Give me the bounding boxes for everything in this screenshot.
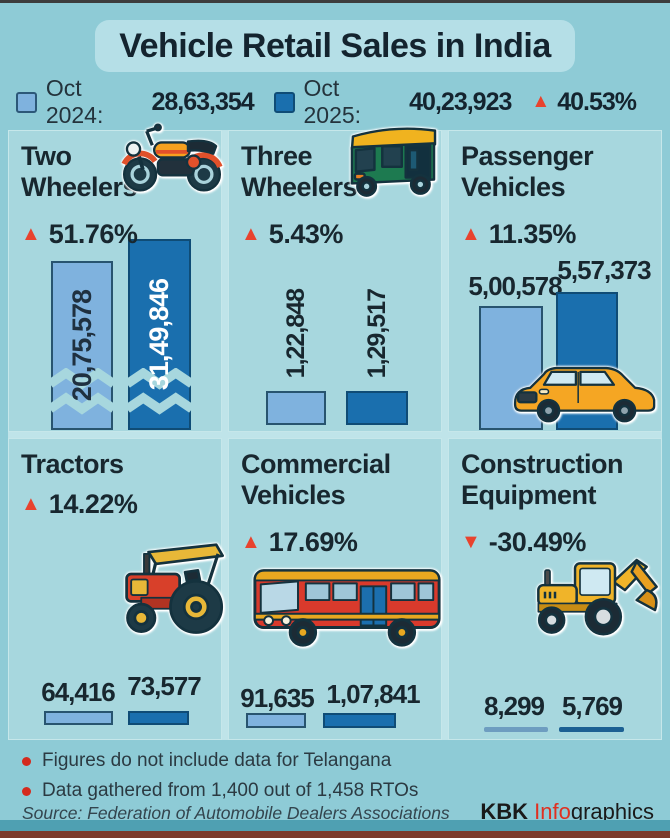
motorcycle-icon	[111, 117, 233, 197]
auto-rickshaw-icon	[339, 115, 447, 201]
page-title: Vehicle Retail Sales in India	[119, 26, 551, 65]
bar-value-oct-2024: 8,299	[483, 691, 545, 721]
bar-oct-2024	[484, 727, 548, 732]
bar-oct-2024: 20,75,578	[50, 261, 114, 430]
bus-icon	[249, 551, 445, 667]
axis-break-icon	[50, 368, 114, 415]
panel-title: Tractors	[21, 449, 124, 479]
change-badge: ▼ -30.49%	[461, 527, 586, 558]
bar-oct-2024	[266, 391, 326, 425]
bar-value-oct-2024: 64,416	[41, 677, 116, 707]
up-triangle-icon: ▲	[461, 223, 481, 245]
bar-value-oct-2025: 5,769	[561, 691, 623, 721]
legend-value-oct-2024: 28,63,354	[151, 87, 254, 116]
bar-oct-2024	[44, 711, 113, 725]
source-row: Source: Federation of Automobile Dealers…	[22, 799, 654, 825]
bar-oct-2025	[559, 727, 624, 732]
bar-value-oct-2025: 73,577	[127, 671, 202, 701]
bar-value-oct-2025: 1,29,517	[362, 288, 391, 379]
tractor-icon	[101, 535, 229, 645]
bar-oct-2025	[128, 711, 189, 725]
panel-commercial-vehicles: Commercial Vehicles ▲ 17.69%	[228, 438, 442, 740]
legend-label-oct-2024: Oct 2024:	[45, 75, 104, 128]
change-value: 14.22%	[48, 489, 138, 519]
panel-two-wheelers: Two Wheelers ▲ 51.76%	[8, 123, 223, 432]
bar-oct-2024	[246, 713, 306, 728]
panel-tractors: Tractors ▲ 14.22%	[8, 438, 224, 740]
panel-passenger-vehicles: Passenger Vehicles ▲ 11.35% 5,00,578 5,5…	[448, 130, 662, 432]
legend-swatch-oct-2024	[16, 91, 37, 113]
source-text: Source: Federation of Automobile Dealers…	[22, 803, 450, 823]
bar-value-oct-2024: 91,635	[240, 683, 315, 713]
legend-label-oct-2025: Oct 2025:	[303, 75, 362, 128]
change-value: 5.43%	[268, 219, 344, 249]
up-triangle-icon: ▲	[241, 531, 261, 553]
change-badge: ▲ 11.35%	[461, 219, 576, 250]
panel-construction-equipment: Construction Equipment ▼ -30.49%	[448, 438, 662, 740]
bar-oct-2025: 31,49,846	[127, 239, 192, 430]
panel-title: Passenger Vehicles	[461, 141, 594, 202]
up-triangle-icon: ▲	[21, 493, 41, 515]
change-value: 51.76%	[48, 219, 138, 249]
down-triangle-icon: ▼	[461, 531, 481, 553]
bullet-icon	[22, 786, 31, 796]
legend: Oct 2024: 28,63,354 Oct 2025: 40,23,923 …	[16, 75, 656, 128]
panel-title: Commercial Vehicles	[241, 449, 391, 510]
panel-three-wheelers: Three Wheelers ▲ 5.43%	[228, 127, 442, 432]
footnote: Data gathered from 1,400 out of 1,458 RT…	[22, 776, 418, 806]
change-badge: ▲ 14.22%	[21, 489, 138, 520]
up-triangle-icon: ▲	[21, 223, 41, 245]
change-value: 11.35%	[488, 219, 577, 249]
panel-title: Construction Equipment	[461, 449, 624, 510]
legend-value-oct-2025: 40,23,923	[409, 87, 512, 116]
up-triangle-icon: ▲	[241, 223, 261, 245]
panel-title: Two Wheelers	[21, 141, 138, 202]
axis-break-icon	[127, 368, 192, 415]
bar-value-oct-2025: 5,57,373	[557, 255, 651, 285]
panel-grid: Two Wheelers ▲ 51.76%	[8, 123, 662, 740]
change-value: 17.69%	[268, 527, 358, 557]
backhoe-icon	[515, 543, 665, 653]
title-box: Vehicle Retail Sales in India	[95, 20, 575, 72]
bottom-maroon-strip	[0, 831, 670, 838]
bottom-teal-strip	[0, 820, 670, 831]
bar-oct-2025	[346, 391, 408, 425]
up-triangle-icon: ▲	[531, 91, 551, 112]
panel-title: Three Wheelers	[241, 141, 358, 202]
bullet-icon	[22, 756, 31, 766]
bar-value-oct-2024: 5,00,578	[468, 271, 562, 301]
bar-value-oct-2025: 31,49,846	[144, 278, 174, 391]
footnote: Figures do not include data for Telangan…	[22, 746, 418, 776]
legend-overall-change: 40.53%	[557, 87, 637, 116]
bar-value-oct-2025: 1,07,841	[326, 679, 420, 709]
change-badge: ▲ 17.69%	[241, 527, 358, 558]
bar-value-oct-2024: 20,75,578	[66, 289, 97, 402]
credit-logo: KBK Infographics	[480, 799, 654, 824]
footnotes: Figures do not include data for Telangan…	[22, 746, 418, 806]
change-badge: ▲ 5.43%	[241, 219, 343, 250]
legend-swatch-oct-2025	[273, 91, 295, 113]
bar-value-oct-2024: 1,22,848	[281, 288, 310, 379]
suv-icon	[509, 351, 661, 433]
change-badge: ▲ 51.76%	[21, 219, 138, 250]
top-border	[0, 0, 670, 3]
change-value: -30.49%	[488, 527, 587, 557]
bar-oct-2025	[323, 713, 396, 728]
